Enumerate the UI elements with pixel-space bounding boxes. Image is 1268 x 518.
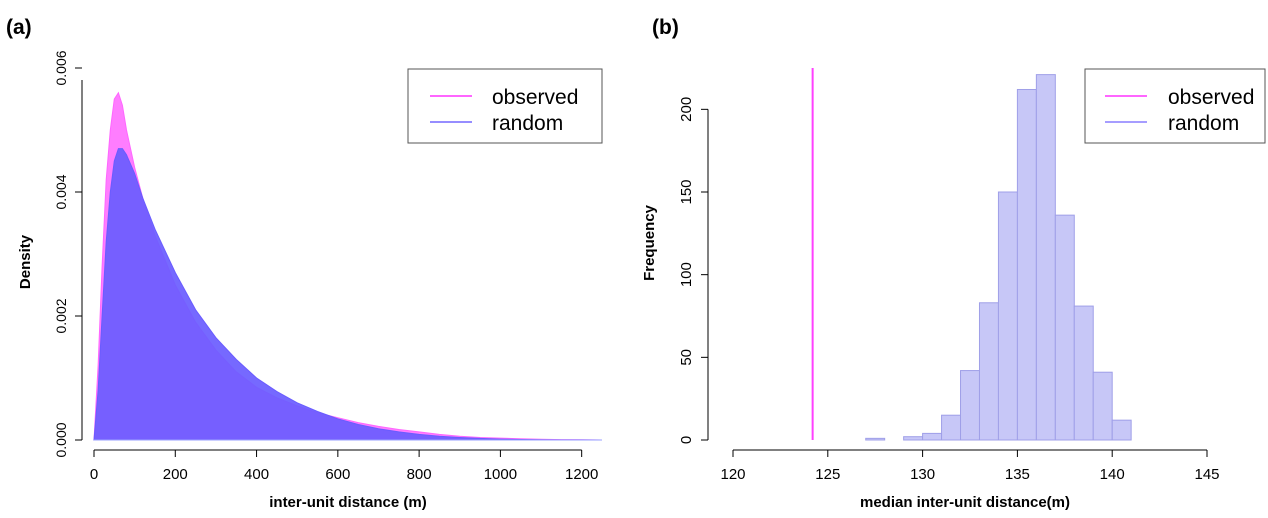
histogram-bar (1054, 214, 1075, 441)
y-axis-title: Density (17, 234, 34, 289)
histogram-bar (865, 437, 886, 441)
y-tick-label: 0.002 (53, 298, 69, 333)
legend-label-random: random (1168, 112, 1239, 135)
x-tick-label: 130 (910, 466, 935, 483)
legend-box (407, 68, 603, 144)
x-tick-label: 200 (163, 466, 188, 483)
histogram-bar (1111, 419, 1132, 441)
series-area-random (93, 148, 603, 441)
y-tick-label: 0.004 (53, 174, 69, 209)
y-tick-label: 0 (678, 436, 695, 444)
histogram-chart: 120 125 130 135 140 145 0 50 100 150 200 median int… (641, 68, 1266, 511)
x-tick-label: 125 (815, 466, 840, 483)
x-tick-label: 800 (407, 466, 432, 483)
histogram-bar (997, 191, 1018, 441)
x-tick-label: 140 (1100, 466, 1125, 483)
y-axis-title: Frequency (641, 204, 658, 281)
histogram-bar (960, 370, 980, 441)
x-axis-title: median inter-unit distance(m) (860, 494, 1070, 511)
histogram-bar (978, 302, 999, 441)
histogram-bar (1092, 371, 1113, 441)
y-tick-label: 200 (678, 97, 695, 122)
histogram-bar (922, 432, 943, 441)
legend-box (1084, 68, 1266, 144)
legend-label-observed: observed (1168, 86, 1254, 109)
x-tick-label: 400 (244, 466, 269, 483)
x-tick-label: 135 (1005, 466, 1030, 483)
histogram-bar (1073, 305, 1094, 441)
x-tick-label: 145 (1194, 466, 1219, 483)
x-tick-label: 120 (720, 466, 745, 483)
legend-label-observed: observed (492, 86, 578, 109)
density-chart: 0 200 400 600 800 1000 1200 0.000 0.002 0.004 0.00… (17, 50, 603, 511)
histogram-bar (1016, 88, 1037, 441)
x-tick-label: 1000 (484, 466, 517, 483)
legend-label-random: random (492, 112, 563, 135)
y-tick-label: 50 (678, 349, 695, 366)
panel-a-label: (a) (6, 16, 32, 39)
x-tick-label: 1200 (565, 466, 598, 483)
histogram-bar (941, 414, 962, 441)
panel-b-label: (b) (652, 16, 679, 39)
y-tick-label: 100 (678, 262, 695, 287)
y-tick-label: 150 (678, 179, 695, 204)
y-tick-label: 0.006 (53, 50, 69, 85)
x-axis-title: inter-unit distance (m) (269, 494, 427, 511)
histogram-bar (1035, 74, 1056, 441)
y-tick-label: 0.000 (53, 422, 69, 457)
x-tick-label: 0 (90, 466, 98, 483)
x-tick-label: 600 (325, 466, 350, 483)
histogram-bar (903, 436, 924, 441)
